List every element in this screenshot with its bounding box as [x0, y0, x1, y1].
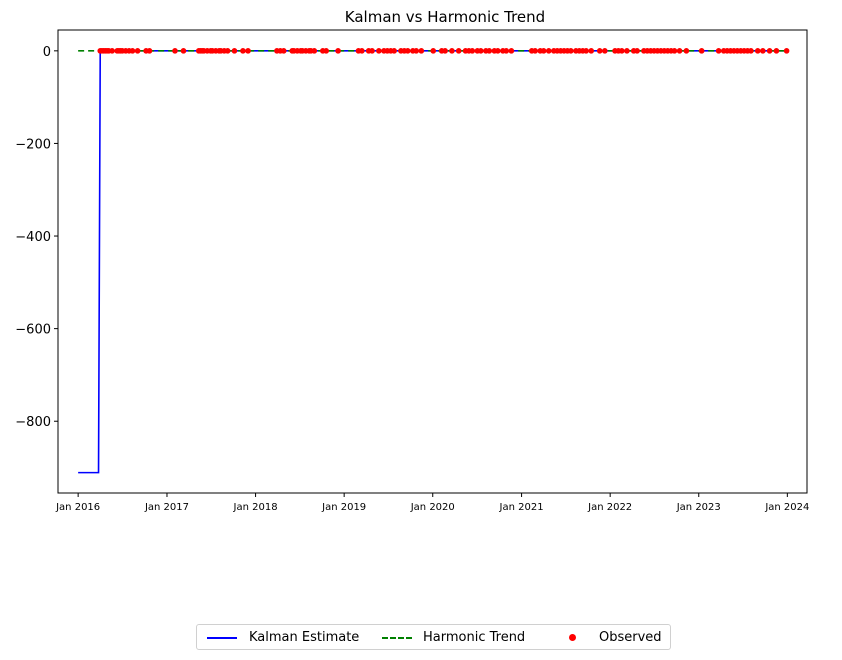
- observed-point: [494, 48, 501, 54]
- observed-point: [180, 48, 187, 54]
- observed-point: [245, 48, 251, 54]
- observed-point: [602, 48, 608, 54]
- observed-point: [369, 48, 375, 54]
- observed-point: [359, 48, 365, 54]
- x-axis: Jan 2016 Jan 2017 Jan 2018 Jan 2019 Jan 2020…: [55, 493, 809, 513]
- observed-point: [532, 48, 538, 54]
- observed-point: [109, 48, 115, 54]
- observed-point: [146, 48, 153, 54]
- observed-point: [280, 48, 287, 54]
- observed-point: [766, 48, 773, 54]
- y-tick-label: −600: [15, 323, 51, 338]
- observed-point: [508, 48, 515, 54]
- x-tick-label: Jan 2016: [55, 502, 100, 513]
- legend-harmonic-label: Harmonic Trend: [423, 630, 526, 645]
- legend-observed-swatch: [569, 634, 576, 641]
- observed-point: [478, 48, 484, 54]
- observed-point: [418, 48, 425, 54]
- observed-point: [231, 48, 238, 54]
- y-tick-label: −400: [15, 230, 51, 245]
- observed-point: [754, 48, 761, 54]
- observed-point: [540, 48, 547, 54]
- x-tick-label: Jan 2023: [676, 502, 721, 513]
- observed-point: [449, 48, 455, 54]
- plot-content: [78, 48, 790, 474]
- kalman-estimate-line: [78, 50, 787, 474]
- observed-point: [683, 48, 690, 54]
- legend: Kalman Estimate Harmonic Trend Observed: [196, 624, 671, 650]
- observed-point: [715, 48, 722, 54]
- observed-point: [583, 48, 589, 54]
- observed-point: [430, 48, 437, 54]
- chart-title: Kalman vs Harmonic Trend: [345, 8, 545, 26]
- observed-point: [503, 48, 510, 54]
- observed-point: [469, 48, 476, 54]
- legend-kalman-label: Kalman Estimate: [249, 630, 360, 645]
- observed-point: [748, 48, 754, 54]
- x-tick-label: Jan 2021: [499, 502, 544, 513]
- observed-point: [240, 48, 246, 54]
- x-tick-label: Jan 2018: [233, 502, 278, 513]
- y-tick-label: −200: [15, 137, 51, 152]
- plot-frame: [57, 29, 808, 494]
- x-tick-label: Jan 2022: [587, 502, 632, 513]
- x-tick-label: Jan 2017: [144, 502, 189, 513]
- observed-point: [129, 48, 136, 54]
- observed-point: [455, 48, 462, 54]
- legend-observed-label: Observed: [599, 630, 662, 645]
- x-tick-label: Jan 2020: [410, 502, 455, 513]
- observed-point: [619, 48, 625, 54]
- observed-point: [545, 48, 552, 54]
- legend-harmonic-swatch: [382, 637, 412, 639]
- x-tick-label: Jan 2019: [321, 502, 366, 513]
- observed-point: [442, 48, 448, 54]
- observed-point: [323, 48, 329, 54]
- observed-point: [588, 48, 595, 54]
- x-tick-label: Jan 2024: [764, 502, 809, 513]
- y-tick-label: 0: [43, 45, 51, 60]
- observed-point: [311, 48, 318, 54]
- y-axis: 0 −200 −400 −600 −800: [15, 45, 58, 430]
- observed-point: [172, 48, 178, 54]
- observed-point: [596, 48, 603, 54]
- observed-point: [134, 48, 141, 54]
- observed-point: [376, 48, 382, 54]
- observed-point: [413, 48, 420, 54]
- observed-point: [335, 48, 341, 54]
- observed-point: [224, 48, 231, 54]
- observed-point: [404, 48, 411, 54]
- observed-point: [568, 48, 574, 54]
- observed-point: [624, 48, 630, 54]
- observed-point: [671, 48, 678, 54]
- observed-point: [783, 48, 790, 54]
- observed-point: [698, 48, 705, 54]
- observed-point: [391, 48, 397, 54]
- observed-point: [676, 48, 683, 54]
- observed-point: [486, 48, 493, 54]
- observed-point: [760, 48, 766, 54]
- observed-point: [773, 48, 780, 54]
- observed-point: [634, 48, 640, 54]
- y-tick-label: −800: [15, 415, 51, 430]
- legend-kalman-swatch: [207, 637, 237, 639]
